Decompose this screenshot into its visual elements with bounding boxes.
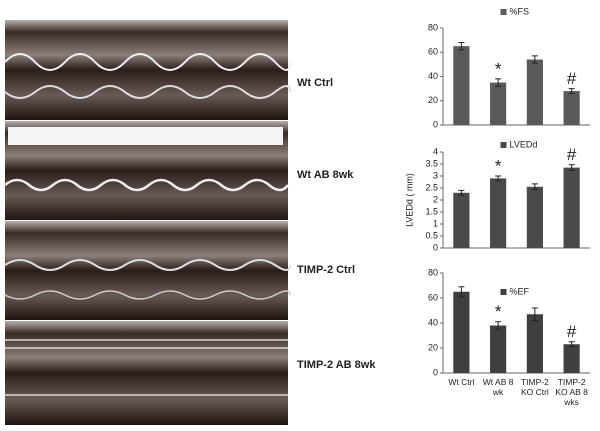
y-tick-label: 40	[428, 71, 438, 81]
image-label: Wt Ctrl	[297, 77, 333, 89]
error-bar	[458, 189, 465, 196]
error-bar	[568, 88, 575, 94]
y-tick-label: 80	[428, 22, 438, 32]
error-bar	[568, 164, 575, 171]
y-tick-label: 20	[428, 95, 438, 105]
error-bar	[531, 183, 538, 191]
y-tick-label: 0	[433, 242, 438, 252]
error-bar	[531, 307, 538, 321]
y-tick-label: 40	[428, 317, 438, 327]
error-bar	[531, 55, 538, 64]
y-tick-label: 2	[433, 194, 438, 204]
bar	[453, 46, 470, 125]
error-bar	[458, 286, 465, 298]
bar	[563, 167, 580, 248]
image-label: TIMP-2 Ctrl	[297, 264, 355, 276]
image-label: Wt AB 8wk	[297, 169, 354, 181]
bar	[490, 325, 507, 373]
x-tick-label: TIMP-2 KO Ctrl	[520, 377, 549, 397]
significance-mark: *	[495, 302, 502, 321]
y-tick-label: 0.5	[425, 230, 438, 240]
bar	[453, 291, 470, 373]
significance-mark: *	[495, 156, 502, 175]
error-bar	[495, 175, 502, 182]
error-bar	[495, 78, 502, 87]
bar	[490, 178, 507, 248]
bar	[453, 192, 470, 248]
x-tick-label: Wt Ctrl	[448, 377, 475, 387]
significance-mark: #	[567, 322, 577, 341]
legend-swatch	[500, 289, 507, 295]
y-tick-label: 60	[428, 292, 438, 302]
echo-image	[4, 20, 291, 425]
bar	[563, 91, 580, 125]
y-tick-label: 3.5	[425, 158, 438, 168]
image-label: TIMP-2 AB 8wk	[297, 359, 376, 371]
error-bar	[458, 42, 465, 51]
legend-label: %EF	[510, 286, 530, 296]
y-tick-label: 4	[433, 146, 438, 156]
y-tick-label: 60	[428, 47, 438, 57]
y-tick-label: 1	[433, 218, 438, 228]
bar	[490, 82, 507, 125]
significance-mark: #	[567, 145, 577, 164]
x-tick-label: Wt AB 8 wk	[482, 377, 514, 397]
legend-label: LVEDd	[510, 139, 538, 149]
y-tick-label: 80	[428, 267, 438, 277]
y-tick-label: 0	[433, 367, 438, 377]
bar	[526, 186, 543, 248]
y-tick-label: 3	[433, 170, 438, 180]
x-tick-label: TIMP-2 KO AB 8 wks	[555, 377, 588, 407]
y-tick-label: 20	[428, 342, 438, 352]
significance-mark: #	[567, 69, 577, 88]
y-tick-label: 0	[433, 119, 438, 129]
y-axis-label: LVEDd ( mm)	[404, 173, 414, 227]
bar	[526, 314, 543, 373]
legend-swatch	[500, 9, 507, 15]
bar	[526, 59, 543, 125]
bar	[563, 344, 580, 373]
error-bar	[495, 321, 502, 330]
legend-label: %FS	[510, 6, 530, 16]
error-bar	[568, 341, 575, 348]
y-tick-label: 1.5	[425, 206, 438, 216]
legend-swatch	[500, 142, 507, 148]
significance-mark: *	[495, 59, 502, 78]
y-tick-label: 2.5	[425, 182, 438, 192]
